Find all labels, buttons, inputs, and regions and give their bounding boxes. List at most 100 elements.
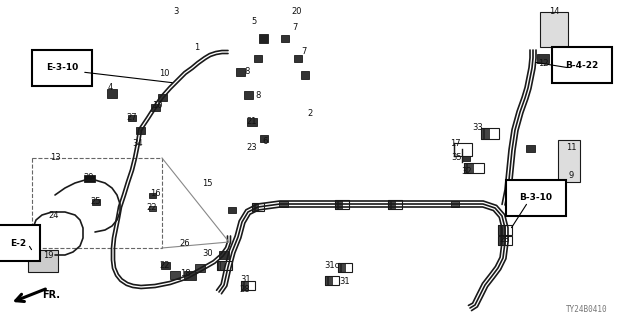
Bar	[219, 251, 229, 259]
Bar	[481, 127, 499, 139]
Bar	[451, 201, 459, 207]
Text: 31c: 31c	[324, 260, 340, 269]
Bar	[281, 35, 289, 42]
Bar	[462, 156, 470, 161]
Bar	[525, 145, 534, 151]
Text: 8: 8	[255, 91, 260, 100]
Bar	[338, 199, 342, 209]
Text: 9: 9	[568, 171, 573, 180]
Bar	[228, 207, 236, 213]
Bar	[301, 71, 309, 79]
Bar	[294, 54, 302, 61]
Bar	[83, 174, 95, 181]
Bar	[558, 140, 580, 182]
Bar	[254, 54, 262, 61]
Text: 31: 31	[241, 276, 252, 284]
Bar	[498, 225, 502, 235]
Bar	[29, 234, 38, 240]
Bar	[388, 199, 392, 209]
Text: 2: 2	[307, 108, 312, 117]
Bar	[252, 203, 255, 211]
Text: 22: 22	[147, 203, 157, 212]
Bar	[338, 262, 342, 271]
Text: 32: 32	[461, 167, 472, 177]
Text: 26: 26	[180, 238, 190, 247]
Bar	[241, 281, 255, 290]
Text: E-2: E-2	[10, 238, 26, 247]
Text: 4: 4	[108, 83, 113, 92]
Text: 17: 17	[450, 139, 460, 148]
Bar	[216, 260, 221, 269]
Bar	[338, 262, 352, 271]
Bar	[498, 236, 502, 244]
Text: FR.: FR.	[42, 290, 60, 300]
Bar	[337, 199, 340, 209]
Bar	[464, 163, 470, 173]
Bar	[498, 236, 512, 244]
Bar	[499, 225, 503, 235]
Text: 30: 30	[203, 249, 213, 258]
Bar	[92, 199, 100, 205]
Bar	[161, 261, 170, 268]
Bar	[259, 34, 268, 43]
Bar	[339, 262, 343, 271]
Text: 33: 33	[472, 124, 483, 132]
Text: 16: 16	[150, 188, 160, 197]
Text: 10: 10	[152, 100, 163, 109]
Bar	[388, 199, 402, 209]
Bar	[184, 270, 196, 279]
Bar	[465, 163, 471, 173]
Text: 15: 15	[202, 179, 212, 188]
Text: 31: 31	[340, 277, 350, 286]
Text: 20: 20	[292, 7, 302, 17]
Text: 5: 5	[252, 18, 257, 27]
Bar	[247, 118, 257, 126]
Bar	[335, 199, 339, 209]
Text: 35: 35	[452, 153, 462, 162]
Text: 14: 14	[548, 7, 559, 17]
Bar	[107, 89, 117, 98]
Bar	[157, 93, 166, 100]
Bar	[136, 126, 145, 133]
Bar	[328, 276, 332, 284]
Text: 7: 7	[292, 22, 298, 31]
Text: 12: 12	[538, 60, 548, 68]
Text: 6: 6	[262, 138, 268, 147]
Text: 24: 24	[49, 212, 60, 220]
Bar	[241, 281, 244, 290]
Bar	[501, 236, 505, 244]
Bar	[252, 203, 264, 211]
Bar	[498, 225, 512, 235]
Bar	[128, 115, 136, 121]
Bar	[260, 134, 268, 141]
Text: 13: 13	[50, 154, 60, 163]
Text: 18: 18	[180, 268, 190, 277]
Text: 21: 21	[247, 117, 257, 126]
Bar	[195, 264, 205, 272]
Bar	[483, 127, 488, 139]
Bar	[218, 260, 222, 269]
Text: TY24B0410: TY24B0410	[566, 306, 608, 315]
Bar	[325, 276, 329, 284]
Bar	[326, 276, 330, 284]
Bar	[501, 225, 505, 235]
Text: 7: 7	[301, 46, 307, 55]
Bar	[464, 163, 484, 173]
Bar	[32, 158, 162, 248]
Bar	[150, 103, 159, 110]
Bar	[170, 271, 180, 279]
Bar	[148, 193, 156, 197]
Text: 11: 11	[566, 143, 576, 153]
Bar	[335, 199, 349, 209]
Bar	[454, 143, 472, 156]
Bar	[499, 236, 503, 244]
Bar	[484, 127, 489, 139]
Bar	[390, 199, 393, 209]
Bar	[537, 53, 549, 62]
Text: 19: 19	[43, 252, 53, 260]
Bar	[255, 203, 258, 211]
Text: 8: 8	[244, 68, 250, 76]
Bar	[467, 163, 473, 173]
Bar	[243, 91, 253, 99]
Text: 22: 22	[160, 260, 170, 269]
